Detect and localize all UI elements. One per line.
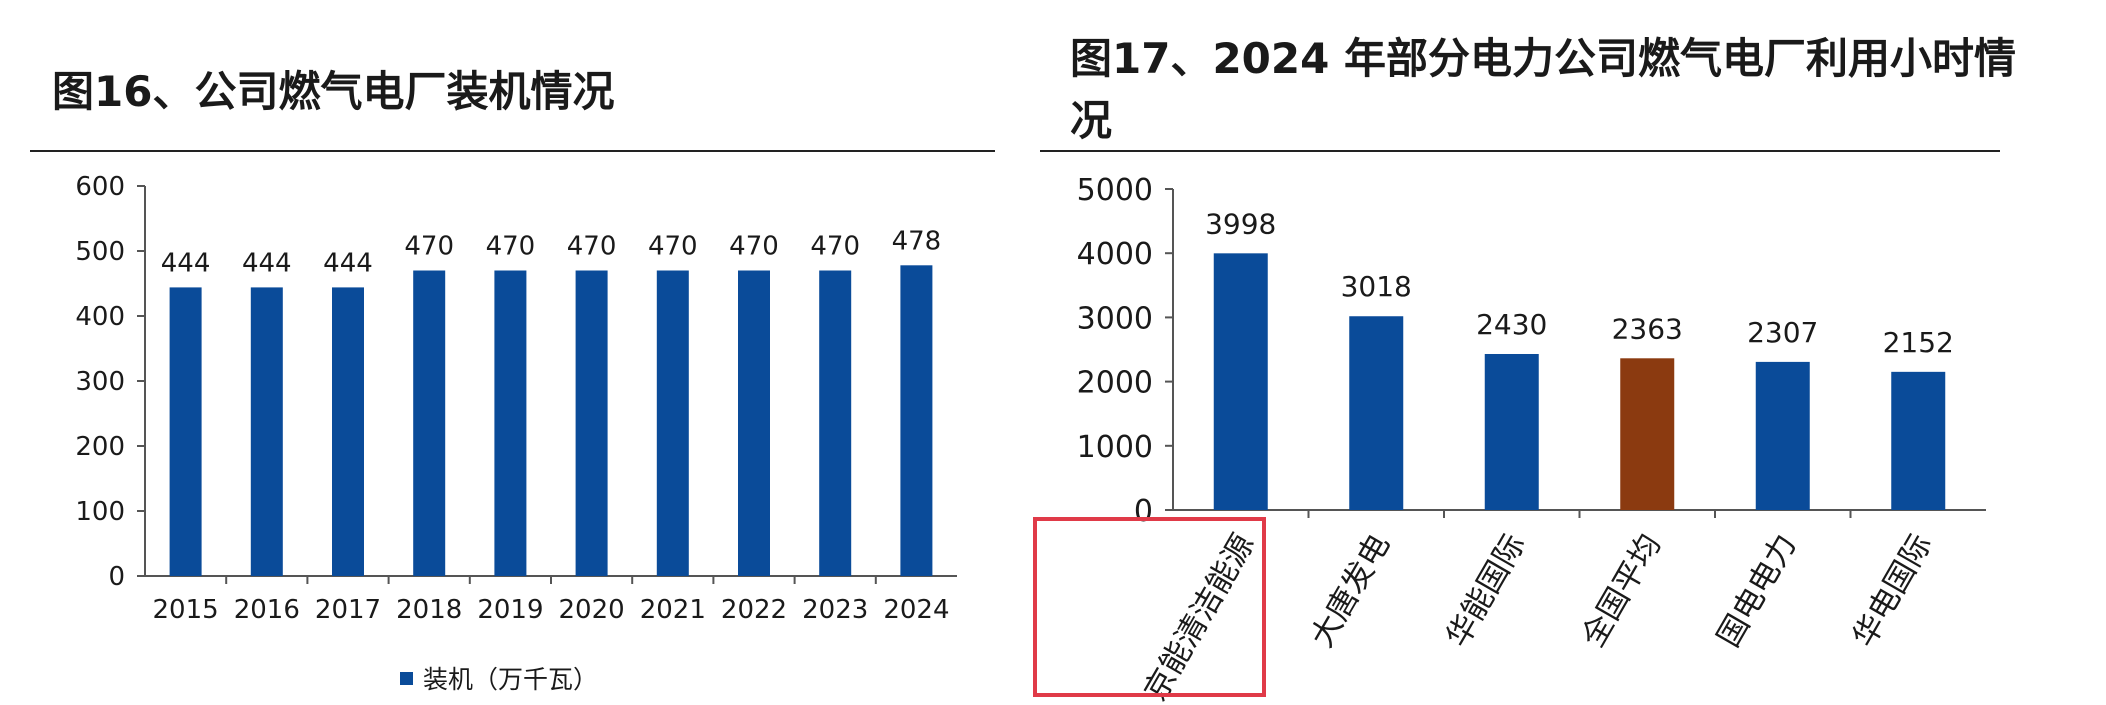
left-x-tick-label: 2023 [802, 595, 868, 625]
right-x-tick-label: 华能国际 [1440, 528, 1533, 653]
left-bar [169, 287, 202, 576]
left-bar-value-label: 470 [810, 232, 860, 262]
left-y-tick-label: 300 [75, 367, 125, 397]
right-bar-value-label: 2152 [1883, 326, 1954, 359]
right-bar-value-label: 2363 [1612, 312, 1683, 345]
left-x-tick-label: 2016 [234, 595, 300, 625]
left-bar-value-label: 470 [648, 232, 698, 262]
right-bar [1213, 253, 1268, 510]
legend-swatch [400, 671, 413, 685]
right-y-tick-label: 1000 [1077, 430, 1153, 465]
left-y-tick-label: 200 [75, 432, 125, 462]
right-bar-value-label: 2430 [1476, 308, 1547, 341]
left-bar [656, 270, 689, 576]
left-bar [250, 287, 283, 576]
left-chart-title: 图16、公司燃气电厂装机情况 [52, 67, 615, 116]
highlight-box [1033, 517, 1266, 697]
left-bar-value-label: 470 [486, 232, 536, 262]
left-bar-value-label: 444 [242, 248, 292, 278]
right-y-tick-label: 5000 [1077, 173, 1153, 208]
left-bar-value-label: 444 [161, 248, 211, 278]
right-x-tick-label: 华电国际 [1846, 528, 1939, 653]
left-x-tick-label: 2017 [315, 595, 381, 625]
right-bar [1891, 371, 1946, 510]
left-bar [900, 265, 933, 576]
right-y-tick-label: 2000 [1077, 366, 1153, 401]
right-x-tick-label: 全国平均 [1575, 528, 1668, 653]
left-bar-value-label: 444 [323, 248, 373, 278]
left-bar-value-label: 470 [567, 232, 617, 262]
left-chart-legend: 装机（万千瓦） [400, 660, 598, 696]
left-x-tick-label: 2015 [153, 595, 219, 625]
left-x-tick-label: 2024 [883, 595, 949, 625]
left-bar-value-label: 478 [892, 226, 942, 256]
right-bar [1484, 353, 1539, 510]
right-title-rule [1040, 150, 2000, 152]
right-y-tick-label: 3000 [1077, 301, 1153, 336]
right-bar [1755, 361, 1810, 510]
left-y-tick-label: 600 [75, 172, 125, 202]
right-x-tick-label: 大唐发电 [1304, 528, 1397, 653]
left-chart-panel: 图16、公司燃气电厂装机情况 [0, 0, 1000, 705]
right-bar-value-label: 3018 [1341, 270, 1412, 303]
left-title-rule [30, 150, 995, 152]
right-x-tick-label: 国电电力 [1711, 528, 1804, 653]
right-bar-value-label: 3998 [1205, 207, 1276, 240]
left-bar [494, 270, 527, 576]
left-bar-value-label: 470 [729, 232, 779, 262]
left-y-tick-label: 0 [108, 562, 125, 592]
left-y-tick-label: 100 [75, 497, 125, 527]
right-bar-value-label: 2307 [1747, 316, 1818, 349]
right-chart-title: 图17、2024 年部分电力公司燃气电厂利用小时情况 [1070, 34, 2016, 145]
right-chart-panel: 图17、2024 年部分电力公司燃气电厂利用小时情况 [1040, 0, 2106, 705]
left-x-tick-label: 2018 [396, 595, 462, 625]
left-bar [332, 287, 364, 576]
left-bar [738, 270, 770, 576]
left-bar [413, 270, 446, 576]
legend-label: 装机（万千瓦） [423, 665, 599, 694]
left-x-tick-label: 2022 [721, 595, 787, 625]
right-bar [1620, 358, 1675, 510]
left-x-tick-label: 2020 [559, 595, 625, 625]
left-y-tick-label: 400 [75, 302, 125, 332]
left-bar [819, 270, 852, 576]
left-x-tick-label: 2021 [640, 595, 706, 625]
left-bar [575, 270, 608, 576]
left-x-tick-label: 2019 [477, 595, 543, 625]
right-bar [1349, 316, 1404, 510]
left-bar-value-label: 470 [404, 232, 454, 262]
right-y-tick-label: 4000 [1077, 237, 1153, 272]
left-y-tick-label: 500 [75, 237, 125, 267]
